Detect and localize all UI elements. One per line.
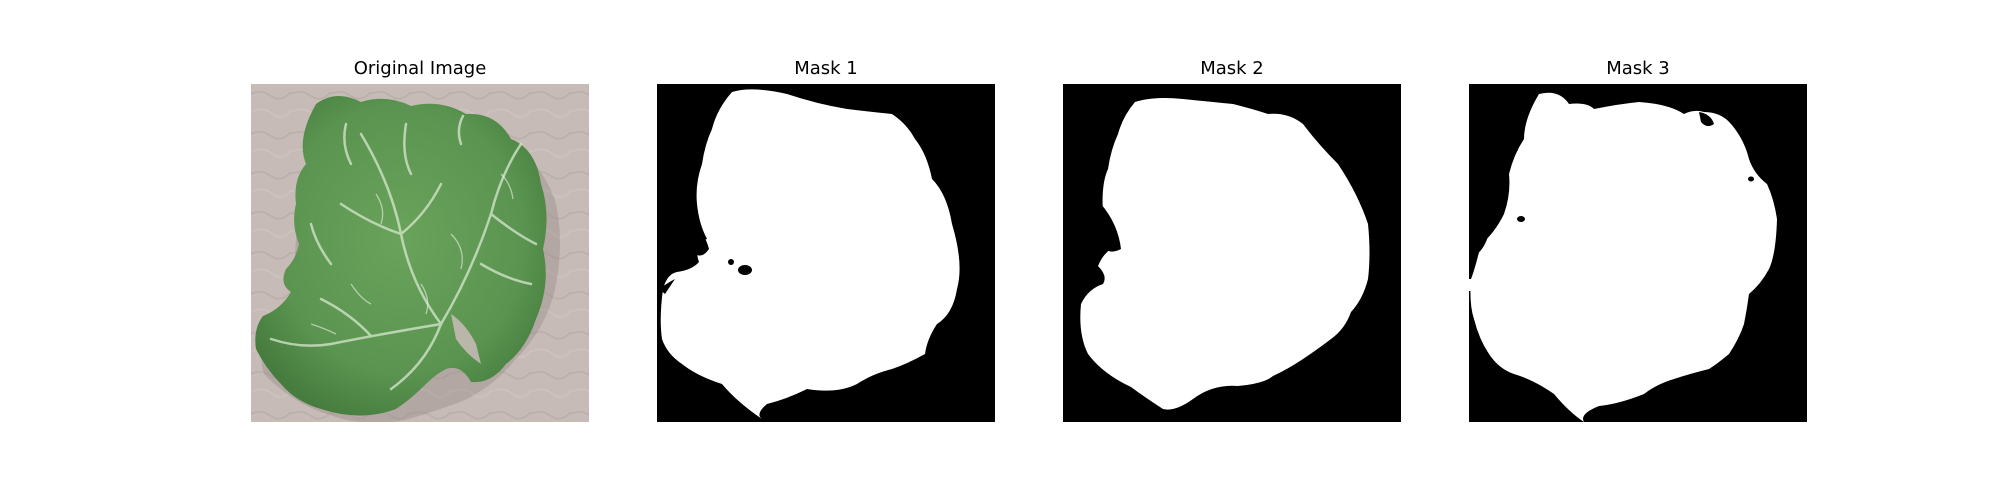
- mask-1-image: [657, 84, 995, 422]
- mask-2-image: [1063, 84, 1401, 422]
- mask-foreground: [1470, 92, 1777, 422]
- panel-title: Mask 1: [794, 58, 858, 79]
- leaf-photo: [251, 84, 589, 422]
- panel-title: Original Image: [353, 58, 487, 79]
- panel-mask-2: Mask 2: [1063, 0, 1401, 500]
- panel-original-image: Original Image: [251, 0, 589, 500]
- leaf-shape: [255, 95, 547, 416]
- panel-mask-1: Mask 1: [657, 0, 995, 500]
- mask-3-image: [1469, 84, 1807, 422]
- mask-1: [657, 84, 995, 422]
- mask-2: [1063, 84, 1401, 422]
- mask-foreground: [1080, 98, 1370, 410]
- panel-title: Mask 2: [1200, 58, 1264, 79]
- panel-title: Mask 3: [1606, 58, 1670, 79]
- original-image: [251, 84, 589, 422]
- panel-mask-3: Mask 3: [1469, 0, 1807, 500]
- mask-3: [1469, 84, 1807, 422]
- mask-foreground: [660, 89, 960, 419]
